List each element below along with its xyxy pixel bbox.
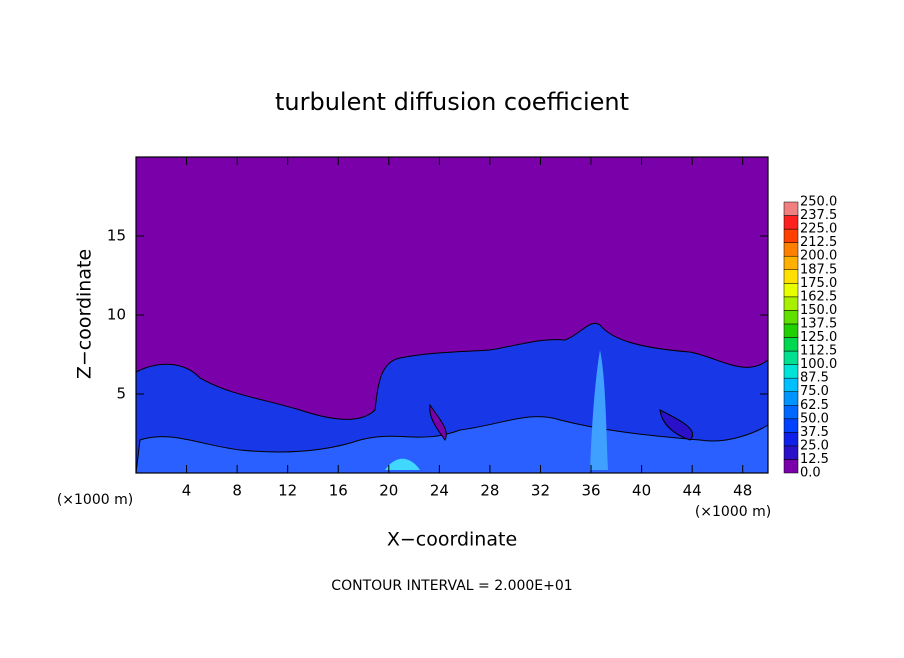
- x-axis-title: X−coordinate: [387, 529, 517, 551]
- colorbar-label: 250.0: [800, 195, 837, 210]
- colorbar-label: 100.0: [800, 357, 837, 372]
- chart-title: turbulent diffusion coefficient: [275, 88, 629, 116]
- colorbar-band: [783, 242, 799, 257]
- colorbar-label: 37.5: [800, 425, 829, 440]
- colorbar-label: 137.5: [800, 316, 837, 331]
- y-tick-label: 10: [107, 306, 126, 324]
- colorbar-band: [783, 418, 799, 433]
- colorbar-band: [783, 255, 799, 271]
- y-axis-title: Z−coordinate: [74, 249, 96, 379]
- colorbar-label: 225.0: [800, 222, 837, 237]
- colorbar-label: 212.5: [800, 235, 837, 250]
- colorbar-label: 0.0: [800, 466, 821, 481]
- colorbar-label: 12.5: [800, 452, 829, 467]
- colorbar-band: [783, 283, 799, 298]
- colorbar-band: [783, 215, 799, 230]
- colorbar-label: 112.5: [800, 344, 837, 359]
- colorbar-band: [783, 445, 799, 460]
- colorbar-band: [783, 323, 799, 338]
- x-tick-label: 8: [232, 482, 242, 500]
- x-tick-label: 20: [379, 482, 398, 500]
- colorbar-label: 50.0: [800, 411, 829, 426]
- x-tick-label: 4: [182, 482, 192, 500]
- colorbar-label: 150.0: [800, 303, 837, 318]
- colorbar-label: 162.5: [800, 289, 837, 304]
- colorbar-label: 125.0: [800, 330, 837, 345]
- colorbar-label: 187.5: [800, 262, 837, 277]
- colorbar-label: 25.0: [800, 438, 829, 453]
- colorbar-band: [783, 310, 799, 325]
- colorbar-band: [783, 391, 799, 406]
- field-region: [659, 409, 693, 441]
- colorbar-label: 75.0: [800, 384, 829, 399]
- colorbar-band: [783, 459, 799, 474]
- field-region: [590, 350, 608, 470]
- colorbar-band: [783, 377, 799, 392]
- x-tick-label: 16: [329, 482, 348, 500]
- colorbar-band: [783, 350, 799, 365]
- x-scale-label: (×1000 m): [695, 504, 771, 520]
- x-tick-label: 48: [733, 482, 752, 500]
- x-tick-label: 12: [278, 482, 297, 500]
- colorbar-label: 200.0: [800, 249, 837, 264]
- footer: CONTOUR INTERVAL = 2.000E+01: [331, 578, 572, 594]
- x-scale-label: (×1000 m): [57, 492, 133, 508]
- field-region: [429, 403, 447, 441]
- y-tick-label: 5: [116, 385, 126, 403]
- x-tick-label: 40: [632, 482, 651, 500]
- colorbar-band: [783, 432, 799, 447]
- colorbar-label: 175.0: [800, 276, 837, 291]
- colorbar-band: [783, 269, 799, 284]
- colorbar-label: 62.5: [800, 398, 829, 413]
- y-tick-label: 15: [107, 227, 126, 245]
- colorbar-band: [783, 296, 799, 311]
- field-region: [135, 416, 769, 474]
- x-tick-label: 28: [480, 482, 499, 500]
- colorbar-band: [783, 364, 799, 379]
- colorbar-label: 237.5: [800, 208, 837, 223]
- colorbar-band: [783, 405, 799, 420]
- x-tick-label: 36: [581, 482, 600, 500]
- colorbar-band: [783, 228, 799, 243]
- field-region: [385, 458, 420, 470]
- colorbar-band: [783, 201, 799, 216]
- colorbar-band: [783, 337, 799, 352]
- x-tick-label: 24: [430, 482, 449, 500]
- x-tick-label: 44: [683, 482, 702, 500]
- field-shading: [135, 157, 769, 474]
- colorbar-label: 87.5: [800, 371, 829, 386]
- x-tick-label: 32: [531, 482, 550, 500]
